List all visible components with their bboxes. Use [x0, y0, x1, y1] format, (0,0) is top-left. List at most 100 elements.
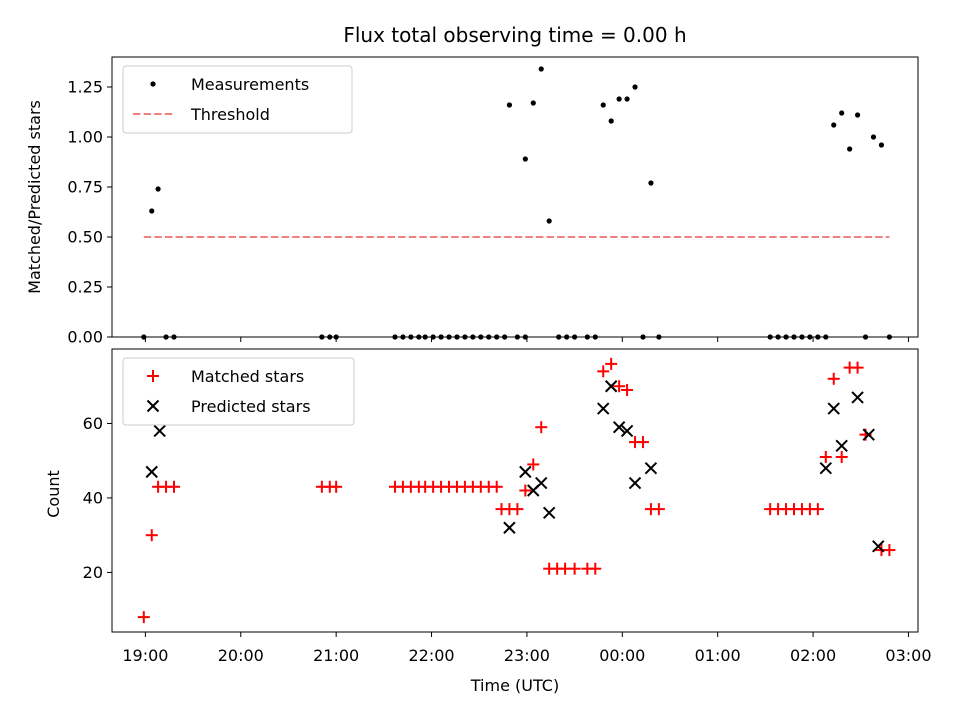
x-tick-label: 19:00	[122, 646, 168, 665]
predicted-star-marker	[153, 424, 166, 438]
legend-marker-measurements	[150, 81, 156, 87]
x-tick-label: 23:00	[504, 646, 550, 665]
top-x-ticks	[144, 337, 909, 342]
legend-box	[122, 65, 353, 134]
matched-star-marker	[137, 611, 150, 624]
matched-star-marker	[168, 480, 180, 493]
y-tick-label: 20	[83, 563, 103, 582]
matched-star-marker	[589, 562, 602, 575]
predicted-star-marker	[862, 428, 875, 441]
measurement-point	[616, 96, 622, 102]
measurement-point	[870, 134, 877, 140]
measurement-point	[546, 218, 552, 224]
bottom-panel: 20 40 60 19:00 20:00 21:00 22:00 23:00 00:00 01:…	[44, 348, 932, 695]
measurement-point	[648, 180, 654, 186]
matched-star-marker	[827, 372, 840, 385]
predicted-star-marker	[542, 506, 556, 520]
measurement-point	[522, 156, 528, 162]
matched-star-marker	[330, 480, 343, 493]
top-y-axis: 0.00 0.25 0.50 0.75 1.00 1.25	[67, 78, 112, 347]
y-tick-label: 0.75	[67, 178, 103, 197]
y-tick-label: 1.00	[67, 128, 103, 147]
matched-star-marker	[652, 503, 665, 516]
predicted-star-marker	[835, 439, 848, 453]
predicted-star-marker	[620, 424, 634, 438]
matched-star-marker	[535, 421, 548, 434]
predicted-star-marker	[519, 465, 532, 479]
y-tick-label: 0.00	[67, 328, 103, 347]
matched-star-marker	[527, 458, 540, 471]
legend-marker-predicted	[146, 399, 160, 413]
legend-marker-matched	[147, 370, 159, 382]
predicted-star-marker	[535, 476, 548, 490]
x-tick-label: 01:00	[695, 646, 741, 665]
top-axes-frame	[111, 56, 919, 338]
measurement-point	[530, 100, 536, 106]
y-tick-label: 0.25	[67, 278, 103, 297]
predicted-star-marker	[644, 461, 658, 475]
matched-star-marker	[851, 361, 864, 374]
matched-star-marker	[883, 544, 896, 557]
measurement-point	[608, 118, 614, 124]
measurement-point	[831, 122, 837, 128]
chart-title: Flux total observing time = 0.00 h	[343, 23, 686, 47]
bottom-x-axis: 19:00 20:00 21:00 22:00 23:00 00:00 01:00 02:00…	[122, 632, 932, 665]
matched-star-marker	[511, 503, 524, 516]
legend-label: Threshold	[190, 105, 270, 124]
predicted-star-marker	[628, 476, 642, 490]
predicted-star-marker	[604, 380, 618, 393]
y-tick-label: 60	[83, 414, 103, 433]
measurement-point	[506, 102, 513, 108]
matched-star-marker	[145, 529, 158, 542]
matched-star-marker	[835, 450, 848, 463]
y-tick-label: 40	[83, 488, 103, 507]
top-legend: Measurements Threshold	[122, 65, 353, 134]
predicted-star-marker	[872, 540, 885, 553]
measurement-point	[155, 186, 161, 192]
top-y-axis-label: Matched/Predicted stars	[25, 100, 44, 294]
predicted-star-marker	[612, 420, 626, 434]
x-tick-label: 22:00	[408, 646, 454, 665]
predicted-star-marker	[819, 461, 833, 475]
x-tick-label: 03:00	[885, 646, 931, 665]
predicted-star-marker	[597, 402, 610, 415]
measurement-point	[538, 66, 544, 72]
x-tick-label: 21:00	[313, 646, 359, 665]
predicted-star-marker	[851, 391, 864, 404]
measurement-point	[624, 96, 630, 102]
y-tick-label: 0.50	[67, 228, 103, 247]
matched-star-marker	[621, 383, 634, 396]
x-tick-label: 02:00	[790, 646, 836, 665]
measurement-point	[878, 142, 885, 148]
top-panel: 0.00 0.25 0.50 0.75 1.00 1.25 Matched/Predict…	[25, 56, 919, 347]
bottom-marks	[137, 357, 896, 624]
measurement-point	[839, 110, 845, 116]
matched-star-marker	[819, 450, 832, 463]
bottom-y-axis-label: Count	[44, 470, 63, 518]
legend-label: Predicted stars	[191, 397, 311, 416]
matched-star-marker	[636, 436, 649, 449]
bottom-legend: Matched stars Predicted stars	[122, 357, 355, 426]
bottom-x-axis-label: Time (UTC)	[470, 676, 559, 695]
measurement-point	[847, 146, 853, 152]
predicted-star-marker	[145, 465, 158, 479]
matched-star-marker	[613, 380, 626, 393]
legend-label: Measurements	[191, 75, 309, 94]
x-tick-label: 00:00	[599, 646, 645, 665]
measurement-point	[600, 102, 606, 108]
matched-star-marker	[490, 480, 503, 493]
legend-box	[122, 357, 355, 426]
x-tick-label: 20:00	[218, 646, 264, 665]
predicted-star-marker	[827, 402, 840, 415]
bottom-axes-frame	[111, 348, 919, 633]
matched-star-marker	[811, 503, 824, 516]
matched-star-marker	[597, 365, 610, 378]
predicted-star-marker	[503, 521, 516, 534]
matched-star-marker	[605, 357, 618, 370]
measurement-point	[854, 112, 861, 118]
measurement-point	[632, 84, 638, 90]
measurement-point	[149, 208, 155, 214]
matched-star-marker	[519, 484, 532, 497]
bottom-y-axis: 20 40 60	[83, 414, 112, 582]
